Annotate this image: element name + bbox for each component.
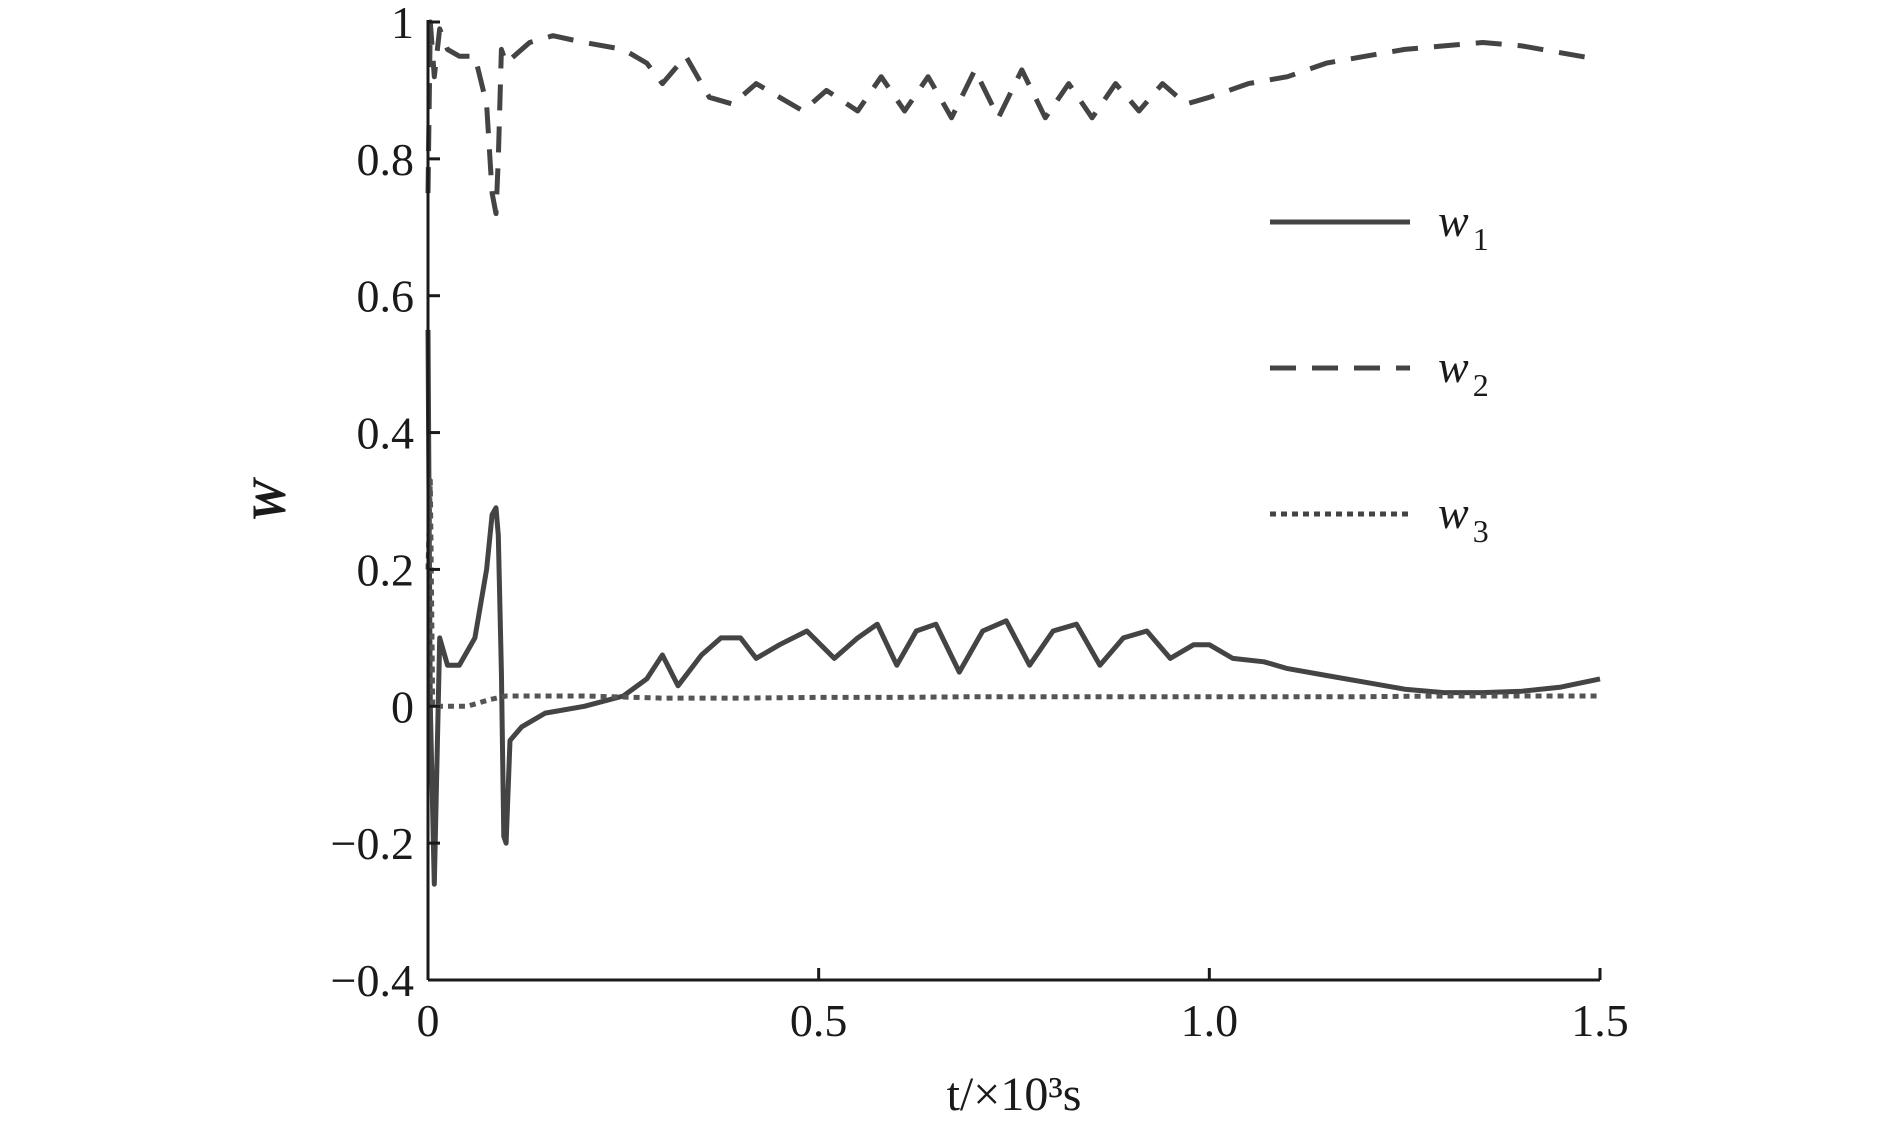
legend-label-subscript: 2 [1473, 367, 1489, 403]
legend: w 1 w 2 w 3 [1270, 195, 1489, 549]
y-tick-label: −0.4 [331, 955, 414, 1006]
series-line-w1 [425, 329, 1601, 887]
y-tick-label: 0.6 [357, 271, 415, 322]
y-tick-label: 0.8 [357, 134, 415, 185]
x-tick-label: 1.5 [1571, 995, 1629, 1046]
legend-label-subscript: 3 [1473, 513, 1489, 549]
y-tick-label: −0.2 [331, 818, 414, 869]
x-tick-label: 1.0 [1181, 995, 1239, 1046]
series-line-w3 [425, 478, 1600, 709]
y-tick-label: 0.4 [357, 408, 415, 459]
y-tick-label: 0.2 [357, 544, 415, 595]
legend-label-subscript: 1 [1473, 221, 1489, 257]
x-tick-label: 0.5 [790, 995, 848, 1046]
y-tick-label: 0 [391, 681, 414, 732]
plot-area [425, 19, 1601, 887]
x-tick-label: 0 [417, 995, 440, 1046]
x-axis-label: t/×10³s [947, 1068, 1082, 1121]
series-line-w2 [425, 19, 1601, 217]
y-tick-label: 1 [391, 0, 414, 48]
axes: −0.4 −0.2 0 0.2 0.4 0.6 0.8 1 0 0.5 1.0 1.5 t/×10³s W [243, 0, 1629, 1121]
y-axis-label: W [243, 476, 296, 522]
